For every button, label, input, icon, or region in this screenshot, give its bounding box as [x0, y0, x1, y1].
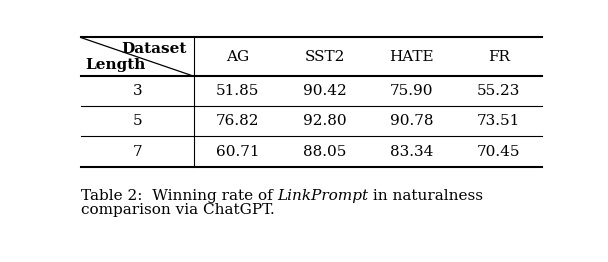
Text: Table 2:  Winning rate of: Table 2: Winning rate of	[81, 189, 277, 203]
Text: 7: 7	[133, 145, 142, 159]
Text: Length: Length	[85, 58, 146, 72]
Text: 88.05: 88.05	[303, 145, 346, 159]
Text: 90.78: 90.78	[390, 114, 434, 128]
Text: SST2: SST2	[305, 50, 345, 64]
Text: AG: AG	[226, 50, 249, 64]
Text: Dataset: Dataset	[122, 42, 187, 56]
Text: 51.85: 51.85	[216, 84, 259, 98]
Text: 83.34: 83.34	[390, 145, 434, 159]
Text: 55.23: 55.23	[477, 84, 520, 98]
Text: 90.42: 90.42	[303, 84, 347, 98]
Text: comparison via ChatGPT.: comparison via ChatGPT.	[81, 203, 274, 217]
Text: 73.51: 73.51	[477, 114, 520, 128]
Text: 75.90: 75.90	[390, 84, 434, 98]
Text: 5: 5	[133, 114, 142, 128]
Text: 76.82: 76.82	[216, 114, 259, 128]
Text: FR: FR	[488, 50, 510, 64]
Text: LinkPrompt: LinkPrompt	[277, 189, 368, 203]
Text: 60.71: 60.71	[216, 145, 259, 159]
Text: 3: 3	[133, 84, 142, 98]
Text: 70.45: 70.45	[477, 145, 520, 159]
Text: in naturalness: in naturalness	[368, 189, 483, 203]
Text: HATE: HATE	[389, 50, 434, 64]
Text: 92.80: 92.80	[303, 114, 347, 128]
